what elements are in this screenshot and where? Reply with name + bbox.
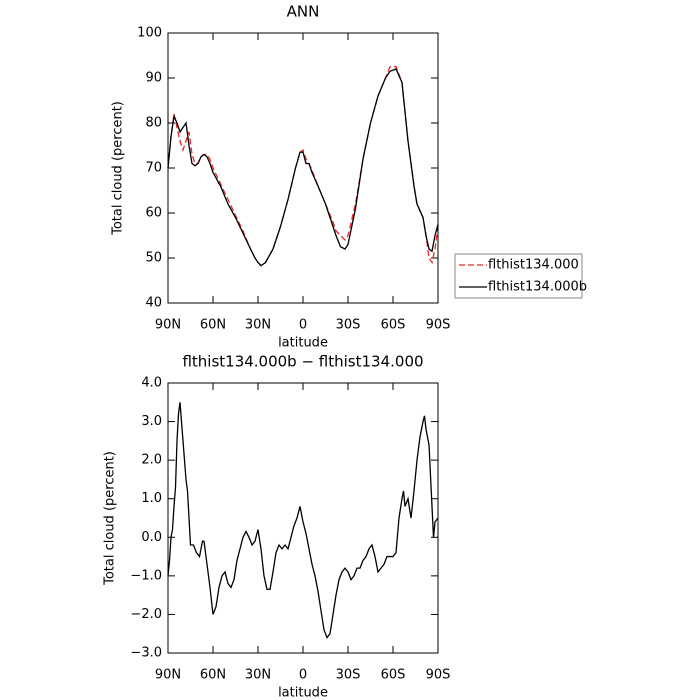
y-tick-label: 60 [145,206,162,221]
y-axis-label: Total cloud (percent) [103,451,118,586]
x-tick-label: 90N [155,668,181,683]
y-tick-label: 2.0 [141,453,162,468]
y-tick-label: 0.0 [141,530,162,545]
x-tick-label: 60N [200,668,226,683]
plot-frame [167,382,439,654]
legend-box [454,253,583,299]
y-axis-label: Total cloud (percent) [111,101,126,236]
x-tick-label: 60N [200,318,226,333]
x-tick-label: 90N [155,318,181,333]
chart-title: ANN [287,3,320,21]
y-tick-label: 40 [145,296,162,311]
y-tick-label: 1.0 [141,491,162,506]
series-line [167,66,439,267]
y-tick-label: 100 [137,26,162,41]
legend-label: flthist134.000 [488,258,579,273]
x-tick-label: 0 [299,318,307,333]
x-tick-label: 30S [336,318,361,333]
chart-title: flthist134.000b − flthist134.000 [182,353,423,371]
y-tick-label: −2.0 [130,607,162,622]
y-tick-label: −3.0 [130,646,162,661]
series-line [167,402,439,639]
y-tick-label: 90 [145,71,162,86]
x-tick-label: 0 [299,668,307,683]
y-tick-label: 80 [145,116,162,131]
y-tick-label: 70 [145,161,162,176]
plot-frame [167,32,439,304]
x-tick-label: 30N [245,318,271,333]
y-tick-label: −1.0 [130,568,162,583]
y-tick-label: 3.0 [141,414,162,429]
y-tick-label: 50 [145,251,162,266]
y-tick-label: 4.0 [141,376,162,391]
series-line [167,68,439,267]
x-tick-label: 60S [381,668,406,683]
x-axis-label: latitude [278,686,328,700]
x-tick-label: 90S [426,668,451,683]
x-tick-label: 30N [245,668,271,683]
x-tick-label: 30S [336,668,361,683]
legend-label: flthist134.000b [488,280,587,295]
x-tick-label: 60S [381,318,406,333]
x-axis-label: latitude [278,336,328,351]
x-tick-label: 90S [426,318,451,333]
